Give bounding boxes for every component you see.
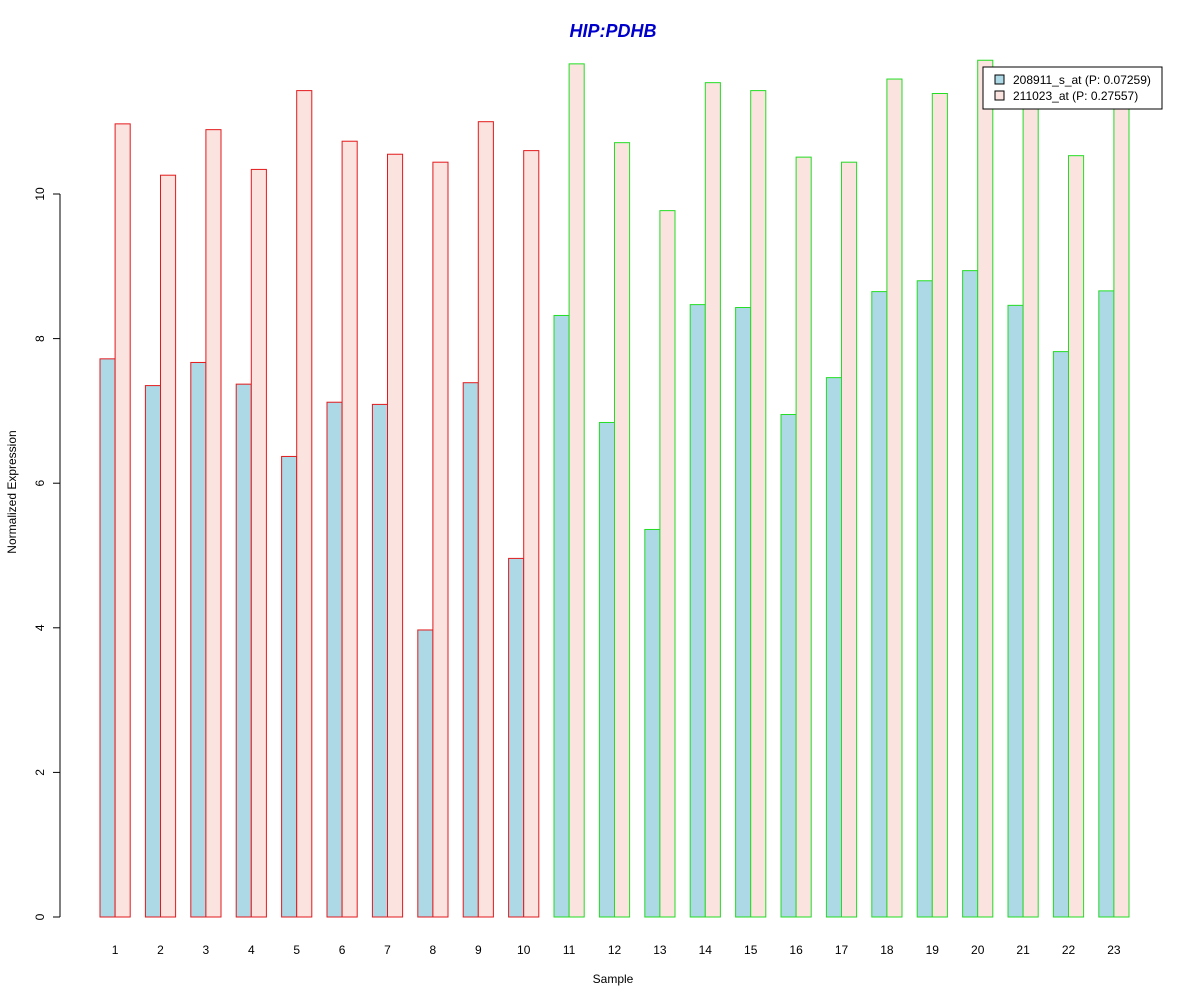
bar-14-series-1: [689, 304, 706, 918]
x-tick-label: 9: [475, 943, 482, 957]
x-tick-label: 22: [1062, 943, 1076, 957]
bar-16-series-2: [795, 156, 812, 918]
legend-swatch: [994, 74, 1005, 85]
bar-7-series-1: [371, 403, 388, 918]
x-tick-label: 11: [563, 943, 576, 957]
bar-9-series-2: [477, 121, 494, 918]
bar-15-series-2: [750, 90, 767, 918]
x-tick-label: 10: [517, 943, 531, 957]
bar-23-series-1: [1098, 290, 1115, 918]
bar-4-series-2: [250, 168, 267, 918]
legend-entry: 211023_at (P: 0.27557): [1013, 89, 1138, 103]
x-tick-labels: 1 2 3 4 5 6 7 8 9 10 11 12 13 14 15 16 17 18 19 20 21 22 23: [112, 943, 1121, 957]
bar-12-series-2: [614, 142, 631, 918]
bar-14-series-2: [704, 82, 721, 918]
bar-6-series-1: [326, 401, 343, 918]
bar-13-series-1: [644, 528, 661, 918]
bar-22-series-2: [1068, 155, 1085, 918]
y-axis: 0 2 4 6 8 10: [33, 187, 61, 920]
x-tick-label: 15: [744, 943, 758, 957]
bar-11-series-1: [553, 314, 570, 918]
bar-16-series-1: [780, 414, 797, 918]
x-axis-label: Sample: [593, 972, 634, 986]
bar-10-series-1: [508, 557, 525, 918]
bar-19-series-2: [931, 93, 948, 918]
y-tick-label: 2: [33, 769, 47, 776]
y-tick-label: 4: [33, 624, 47, 631]
legend: 208911_s_at (P: 0.07259) 211023_at (P: 0.…: [982, 66, 1163, 110]
x-tick-label: 8: [430, 943, 437, 957]
bar-18-series-1: [871, 291, 888, 918]
bar-4-series-1: [235, 383, 252, 918]
bar-2-series-2: [160, 174, 177, 918]
chart-title: HIP:PDHB: [569, 21, 656, 41]
x-tick-label: 21: [1016, 943, 1030, 957]
x-tick-label: 3: [203, 943, 210, 957]
bar-17-series-1: [825, 377, 843, 918]
x-tick-label: 23: [1107, 943, 1121, 957]
bar-12-series-1: [598, 421, 616, 918]
bar-5-series-2: [296, 90, 313, 918]
bar-1-series-2: [114, 123, 131, 918]
y-tick-label: 8: [33, 335, 47, 342]
bar-3-series-1: [190, 361, 207, 918]
bar-22-series-1: [1052, 351, 1070, 918]
bar-8-series-1: [417, 629, 434, 918]
x-tick-label: 20: [971, 943, 985, 957]
legend-entry: 208911_s_at (P: 0.07259): [1013, 73, 1151, 87]
bar-21-series-2: [1022, 99, 1039, 918]
bar-8-series-2: [432, 161, 449, 918]
bar-9-series-1: [462, 382, 479, 918]
bar-3-series-2: [205, 129, 222, 918]
bar-18-series-2: [886, 78, 903, 918]
x-tick-label: 17: [835, 943, 849, 957]
legend-swatch: [994, 90, 1005, 101]
x-tick-label: 18: [880, 943, 894, 957]
bar-5-series-1: [281, 455, 298, 918]
bar-6-series-2: [341, 140, 358, 918]
bar-11-series-2: [568, 63, 585, 918]
bar-23-series-2: [1113, 99, 1130, 918]
bar-7-series-2: [387, 153, 404, 918]
x-tick-label: 13: [653, 943, 667, 957]
bar-20-series-1: [962, 270, 979, 918]
bar-20-series-2: [977, 59, 994, 918]
x-tick-label: 7: [384, 943, 391, 957]
bars-group: [99, 59, 1130, 918]
bar-15-series-1: [735, 307, 752, 918]
bar-10-series-2: [523, 150, 540, 918]
x-tick-label: 1: [112, 943, 119, 957]
x-tick-label: 16: [789, 943, 803, 957]
bar-13-series-2: [659, 210, 676, 918]
y-tick-label: 0: [33, 913, 47, 920]
x-tick-label: 19: [926, 943, 940, 957]
bar-1-series-1: [99, 358, 116, 918]
x-tick-label: 2: [157, 943, 164, 957]
bar-2-series-1: [144, 385, 161, 918]
x-tick-label: 14: [699, 943, 713, 957]
y-tick-label: 10: [33, 187, 47, 201]
bar-21-series-1: [1007, 304, 1024, 918]
x-tick-label: 6: [339, 943, 346, 957]
x-tick-label: 4: [248, 943, 255, 957]
legend-box: [982, 66, 1163, 110]
bar-17-series-2: [841, 161, 858, 918]
y-axis-label: Normalized Expression: [5, 430, 19, 553]
x-tick-label: 5: [293, 943, 300, 957]
bar-19-series-1: [916, 280, 933, 918]
y-tick-label: 6: [33, 480, 47, 487]
x-tick-label: 12: [608, 943, 622, 957]
